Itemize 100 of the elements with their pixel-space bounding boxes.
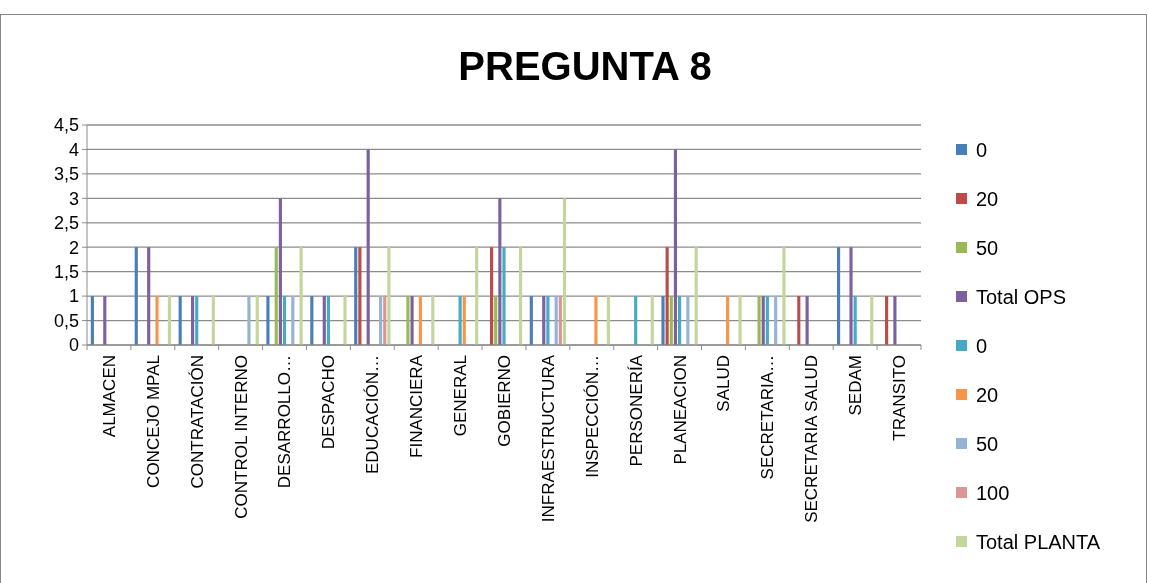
bar <box>255 296 259 345</box>
bar <box>870 296 874 345</box>
x-tick-label: GENERAL <box>451 355 471 437</box>
bar <box>669 296 673 345</box>
y-tick-label: 0 <box>68 335 79 356</box>
bar <box>558 296 562 345</box>
bar <box>594 296 598 345</box>
x-tick-label: TRANSITO <box>890 355 909 441</box>
x-tick-label: PLANEACION <box>670 355 690 465</box>
bar <box>498 198 502 345</box>
bar <box>431 296 435 345</box>
bar <box>529 296 533 345</box>
bar <box>650 296 654 345</box>
x-tick-label: DESARROLLO… <box>275 355 295 489</box>
bar <box>167 296 171 345</box>
bar <box>673 149 678 345</box>
bar <box>475 247 479 345</box>
bar <box>661 296 665 345</box>
x-tick-label: INSPECCIÓN… <box>582 355 602 478</box>
legend-label: 0 <box>976 139 988 161</box>
legend-label: 50 <box>976 237 999 259</box>
y-tick-label: 1 <box>68 286 79 307</box>
bar <box>853 296 857 345</box>
bar <box>805 296 809 345</box>
bar <box>797 296 801 345</box>
bar <box>502 247 506 345</box>
bar <box>195 296 199 345</box>
bar <box>410 296 414 345</box>
bar <box>782 247 786 345</box>
bar <box>343 296 347 345</box>
bar <box>726 296 730 345</box>
bar <box>761 296 765 345</box>
legend-label: 50 <box>976 433 999 455</box>
x-tick-label: DESPACHO <box>319 355 339 450</box>
legend-label: 20 <box>976 188 999 210</box>
bar <box>406 296 410 345</box>
bar <box>354 247 358 345</box>
bar <box>606 296 610 345</box>
chart-title: PREGUNTA 8 <box>458 44 712 88</box>
y-tick-label: 3,5 <box>53 164 79 185</box>
legend-label: 100 <box>976 482 1010 504</box>
bar <box>893 296 897 345</box>
x-tick-label: SEDAM <box>846 355 866 416</box>
bar <box>686 296 690 345</box>
bar <box>322 296 326 345</box>
bar <box>554 296 558 345</box>
y-tick-label: 4,5 <box>53 115 79 136</box>
bar <box>103 296 107 345</box>
bar <box>266 296 270 345</box>
x-tick-label: SECRETARIA SALUD <box>802 355 822 523</box>
y-tick-label: 2,5 <box>53 213 79 234</box>
bar <box>634 296 638 345</box>
x-tick-label: INFRAESTRUCTURA <box>538 354 558 523</box>
x-tick-label: CONTRATACIÓN <box>187 355 207 489</box>
bar <box>326 296 330 345</box>
legend-label: Total PLANTA <box>976 531 1101 553</box>
x-tick-label: EDUCACIÓN… <box>363 355 383 475</box>
bar <box>387 247 391 345</box>
bar <box>678 296 682 345</box>
bar <box>494 296 498 345</box>
bar <box>274 247 278 345</box>
x-tick-label: SALUD <box>714 355 734 412</box>
bar <box>462 296 466 345</box>
bar <box>885 296 889 345</box>
x-tick-label: PERSONERÍA <box>626 354 646 467</box>
bar <box>247 296 251 345</box>
bar <box>278 198 282 345</box>
bar <box>291 296 295 345</box>
bar <box>134 247 138 345</box>
bar <box>774 296 778 345</box>
bar <box>191 296 195 345</box>
bar <box>90 296 94 345</box>
y-tick-label: 3 <box>68 188 79 209</box>
bar <box>366 149 370 345</box>
bar <box>282 296 287 345</box>
legend-label: Total OPS <box>976 286 1067 308</box>
x-tick-label: CONTROL INTERNO <box>231 355 251 519</box>
bar <box>489 247 494 345</box>
bar <box>458 296 462 345</box>
bar <box>418 296 422 345</box>
legend-label: 20 <box>976 384 999 406</box>
bar <box>757 296 761 345</box>
bar <box>383 296 387 345</box>
bar <box>837 247 841 345</box>
bar <box>310 296 314 345</box>
bar <box>738 296 742 345</box>
bar <box>155 296 159 345</box>
bar <box>546 296 550 345</box>
bar <box>562 198 567 345</box>
bar <box>665 247 669 345</box>
bar <box>765 296 769 345</box>
bar <box>178 296 182 345</box>
y-tick-label: 0,5 <box>53 310 79 331</box>
bar <box>519 247 523 345</box>
y-tick-label: 1,5 <box>53 261 79 282</box>
y-tick-label: 2 <box>68 237 79 258</box>
bar <box>299 247 303 345</box>
legend-label: 0 <box>976 335 988 357</box>
x-tick-label: SECRETARIA… <box>758 355 778 480</box>
x-tick-label: FINANCIERA <box>407 354 427 458</box>
